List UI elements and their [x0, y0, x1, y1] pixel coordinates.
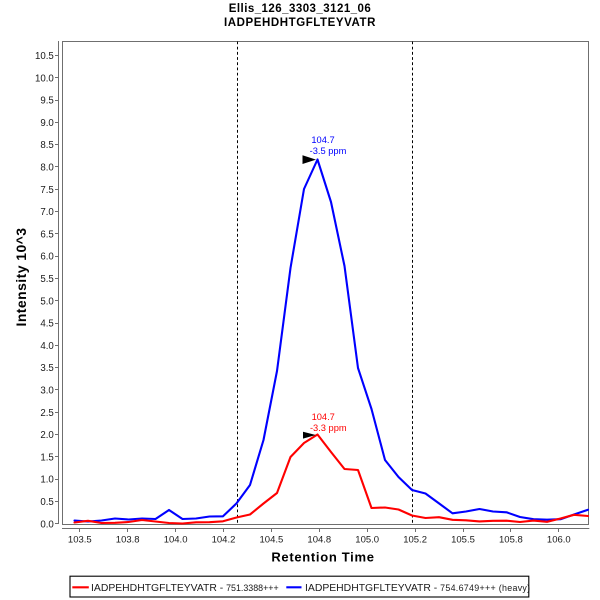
- svg-text:IADPEHDHTGFLTEYVATR: IADPEHDHTGFLTEYVATR: [224, 17, 376, 29]
- svg-text:104.7: 104.7: [312, 412, 335, 422]
- svg-text:-3.5 ppm: -3.5 ppm: [310, 146, 347, 156]
- svg-text:Retention Time: Retention Time: [271, 550, 374, 565]
- svg-text:7.5: 7.5: [40, 185, 53, 196]
- svg-text:104.2: 104.2: [212, 535, 236, 546]
- svg-text:10.5: 10.5: [35, 51, 54, 62]
- svg-text:4.0: 4.0: [40, 341, 54, 352]
- svg-text:8.5: 8.5: [40, 140, 53, 151]
- svg-text:-3.3 ppm: -3.3 ppm: [310, 423, 347, 433]
- svg-text:105.8: 105.8: [499, 535, 523, 546]
- svg-text:3.5: 3.5: [40, 363, 53, 374]
- svg-text:5.5: 5.5: [40, 274, 53, 285]
- svg-text:2.0: 2.0: [40, 430, 54, 441]
- svg-text:2.5: 2.5: [40, 408, 53, 419]
- svg-text:9.0: 9.0: [40, 118, 54, 129]
- svg-text:1.0: 1.0: [40, 475, 54, 486]
- svg-text:104.8: 104.8: [307, 535, 331, 546]
- svg-text:8.0: 8.0: [40, 163, 54, 174]
- svg-text:5.0: 5.0: [40, 296, 54, 307]
- svg-text:4.5: 4.5: [40, 319, 53, 330]
- svg-text:9.5: 9.5: [40, 96, 53, 107]
- svg-text:6.0: 6.0: [40, 252, 54, 263]
- svg-text:106.0: 106.0: [547, 535, 571, 546]
- svg-text:105.5: 105.5: [451, 535, 475, 546]
- svg-text:0.5: 0.5: [40, 497, 53, 508]
- svg-text:Intensity 10^3: Intensity 10^3: [13, 227, 29, 326]
- svg-text:104.7: 104.7: [311, 135, 334, 145]
- svg-text:IADPEHDHTGFLTEYVATR - 751.3388: IADPEHDHTGFLTEYVATR - 751.3388+++: [91, 583, 279, 594]
- svg-text:103.8: 103.8: [116, 535, 140, 546]
- svg-text:IADPEHDHTGFLTEYVATR - 754.6749: IADPEHDHTGFLTEYVATR - 754.6749+++ (heavy…: [305, 583, 530, 594]
- svg-text:104.5: 104.5: [260, 535, 284, 546]
- svg-text:1.5: 1.5: [40, 452, 53, 463]
- svg-text:104.0: 104.0: [164, 535, 188, 546]
- svg-text:Ellis_126_3303_3121_06: Ellis_126_3303_3121_06: [229, 3, 372, 15]
- svg-text:7.0: 7.0: [40, 207, 54, 218]
- svg-text:3.0: 3.0: [40, 386, 54, 397]
- svg-text:105.0: 105.0: [355, 535, 379, 546]
- svg-text:10.0: 10.0: [35, 73, 54, 84]
- svg-text:103.5: 103.5: [68, 535, 92, 546]
- svg-text:105.2: 105.2: [403, 535, 427, 546]
- svg-text:6.5: 6.5: [40, 229, 53, 240]
- svg-text:0.0: 0.0: [40, 519, 54, 530]
